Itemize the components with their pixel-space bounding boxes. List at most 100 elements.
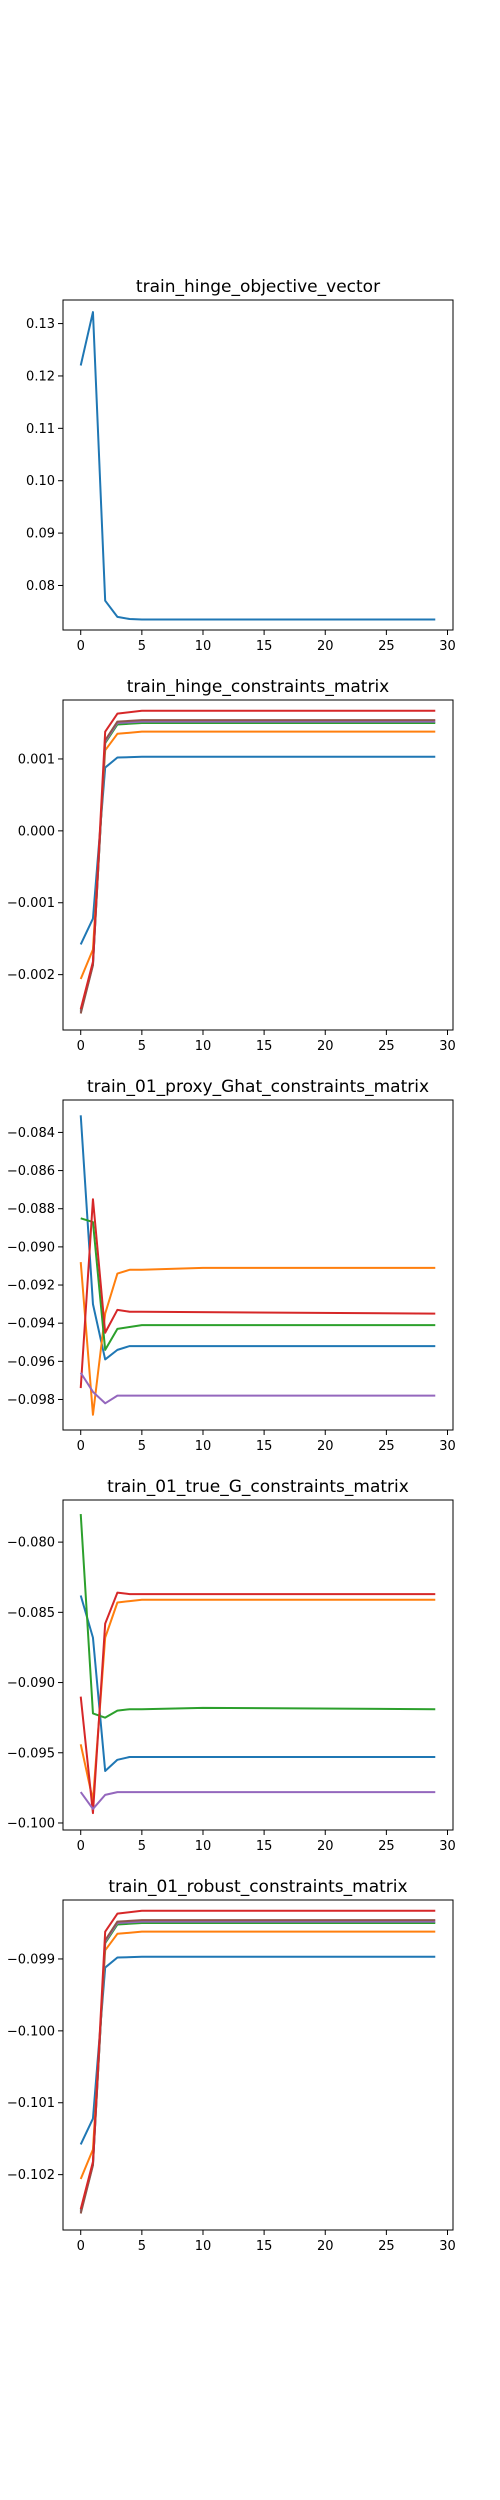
y-tick-label: −0.001 xyxy=(7,896,55,911)
x-tick-label: 30 xyxy=(439,1839,456,1854)
y-tick-label: −0.080 xyxy=(7,1536,55,1551)
series-line-2 xyxy=(79,730,436,980)
series-line-4 xyxy=(79,1920,436,2213)
y-tick-label: −0.084 xyxy=(7,1126,55,1141)
plot-area xyxy=(79,1909,436,2214)
y-tick-label: −0.102 xyxy=(7,2168,55,2183)
y-tick-label: −0.101 xyxy=(7,2096,55,2111)
chart-title: train_01_proxy_Ghat_constraints_matrix xyxy=(87,1077,429,1097)
series-line-2 xyxy=(79,1598,436,1802)
x-tick-label: 15 xyxy=(256,1439,273,1454)
series-line-1 xyxy=(79,1955,436,2145)
x-tick-label: 5 xyxy=(138,2239,146,2254)
x-tick-label: 20 xyxy=(317,1039,334,1054)
x-tick-label: 20 xyxy=(317,1439,334,1454)
y-tick-label: 0.13 xyxy=(26,317,55,332)
x-tick-label: 25 xyxy=(378,1839,395,1854)
axes-frame xyxy=(62,1899,454,2231)
y-tick-label: 0.000 xyxy=(18,824,55,839)
x-tick-label: 5 xyxy=(138,1839,146,1854)
plot-area xyxy=(79,1115,436,1416)
x-tick-label: 0 xyxy=(77,639,85,654)
x-tick-label: 0 xyxy=(77,1039,85,1054)
y-tick-label: −0.002 xyxy=(7,968,55,983)
x-tick-label: 0 xyxy=(77,1439,85,1454)
x-tick-label: 30 xyxy=(439,1039,456,1054)
series-line-5 xyxy=(79,1919,436,2214)
x-tick-label: 5 xyxy=(138,639,146,654)
axes-frame xyxy=(62,1099,454,1431)
y-tick-label: 0.001 xyxy=(18,752,55,767)
x-tick-label: 10 xyxy=(195,1039,212,1054)
y-tick-label: −0.100 xyxy=(7,1816,55,1831)
y-tick-label: −0.094 xyxy=(7,1317,55,1332)
series-line-5 xyxy=(79,1791,436,1810)
chart-title: train_01_robust_constraints_matrix xyxy=(108,1877,407,1897)
chart-title: train_01_true_G_constraints_matrix xyxy=(107,1477,409,1497)
subplot-3: train_01_proxy_Ghat_constraints_matrix 0 5… xyxy=(7,1077,456,1454)
x-tick-label: 25 xyxy=(378,639,395,654)
x-tick-label: 5 xyxy=(138,1039,146,1054)
x-tick-label: 10 xyxy=(195,639,212,654)
series-line-1 xyxy=(79,1115,436,1361)
series-line-3 xyxy=(79,722,436,1011)
y-tick-label: −0.100 xyxy=(7,2024,55,2039)
x-tick-label: 5 xyxy=(138,1439,146,1454)
x-tick-label: 20 xyxy=(317,2239,334,2254)
y-tick-label: 0.08 xyxy=(26,579,55,594)
x-tick-label: 20 xyxy=(317,1839,334,1854)
series-line-1 xyxy=(79,755,436,945)
subplot-4: train_01_true_G_constraints_matrix 0 5 10 15… xyxy=(7,1477,456,1854)
x-tick-label: 25 xyxy=(378,2239,395,2254)
chart-title: train_hinge_objective_vector xyxy=(136,277,380,297)
axes-frame xyxy=(62,699,454,1031)
y-tick-label: 0.10 xyxy=(26,474,55,489)
chart-title: train_hinge_constraints_matrix xyxy=(127,677,389,697)
subplot-5: train_01_robust_constraints_matrix 0 5 10 15… xyxy=(7,1877,456,2254)
x-tick-label: 15 xyxy=(256,1039,273,1054)
x-tick-label: 30 xyxy=(439,2239,456,2254)
x-tick-label: 10 xyxy=(195,2239,212,2254)
x-tick-label: 15 xyxy=(256,1839,273,1854)
y-tick-label: −0.088 xyxy=(7,1202,55,1217)
subplot-2: train_hinge_constraints_matrix 0 5 10 15 20 25… xyxy=(7,677,456,1054)
series-line-6 xyxy=(79,709,436,1010)
x-tick-label: 15 xyxy=(256,2239,273,2254)
y-tick-label: 0.11 xyxy=(26,422,55,437)
y-tick-label: −0.085 xyxy=(7,1606,55,1621)
x-tick-label: 10 xyxy=(195,1839,212,1854)
y-tick-label: −0.090 xyxy=(7,1240,55,1255)
series-line-6 xyxy=(79,1909,436,2210)
y-tick-label: −0.090 xyxy=(7,1676,55,1691)
series-line-3 xyxy=(80,1217,436,1351)
series-line-5 xyxy=(79,719,436,1014)
x-tick-label: 25 xyxy=(378,1439,395,1454)
y-tick-label: 0.12 xyxy=(26,369,55,384)
y-tick-label: −0.096 xyxy=(7,1355,55,1370)
x-tick-label: 0 xyxy=(77,1839,85,1854)
x-tick-label: 20 xyxy=(317,639,334,654)
series-line-3 xyxy=(79,1513,436,1719)
y-tick-label: −0.099 xyxy=(7,1952,55,1967)
plot-area xyxy=(79,311,436,621)
subplots: train_hinge_objective_vector 0 5 10 15 20 25 30… xyxy=(7,277,456,2254)
y-tick-label: −0.098 xyxy=(7,1393,55,1408)
x-tick-label: 10 xyxy=(195,1439,212,1454)
x-tick-label: 15 xyxy=(256,639,273,654)
x-tick-label: 25 xyxy=(378,1039,395,1054)
series-line-2 xyxy=(79,1930,436,2180)
plot-area xyxy=(79,1513,436,1815)
subplot-1: train_hinge_objective_vector 0 5 10 15 20 25 30… xyxy=(26,277,456,654)
y-tick-label: −0.086 xyxy=(7,1164,55,1179)
axes-frame xyxy=(62,1499,454,1831)
y-tick-label: −0.092 xyxy=(7,1279,55,1294)
series-line-4 xyxy=(79,1198,436,1389)
series-line-5 xyxy=(79,1372,436,1405)
series-line-1 xyxy=(79,311,436,621)
x-tick-label: 30 xyxy=(439,639,456,654)
y-tick-label: −0.095 xyxy=(7,1746,55,1761)
x-tick-label: 0 xyxy=(77,2239,85,2254)
axes-frame xyxy=(62,299,454,631)
series-line-4 xyxy=(79,720,436,1013)
